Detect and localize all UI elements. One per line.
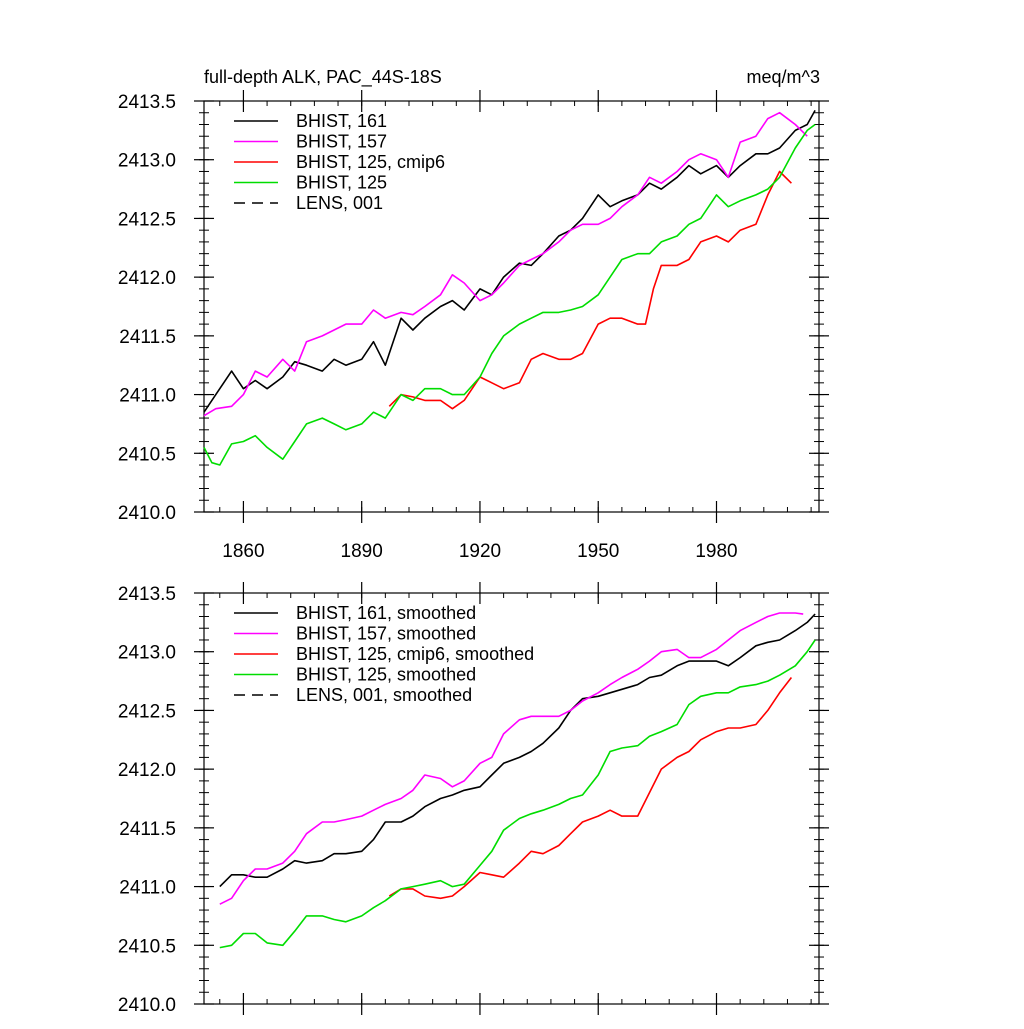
y-tick-label: 2410.0 [118,503,176,524]
y-tick-label: 2413.5 [118,584,176,605]
series-line-bhist-125-cmip6-smoothed [388,677,793,900]
series-line-bhist-125-cmip6 [388,170,792,410]
x-tick-label: 1860 [222,541,264,562]
plot-frame [203,592,820,1005]
y-tick-label: 2411.5 [119,819,176,840]
series-line-bhist-157-smoothed [219,612,804,905]
y-tick-label: 2411.5 [119,327,176,348]
y-tick-label: 2410.5 [118,444,176,465]
y-tick-label: 2412.0 [118,268,176,289]
y-tick-label: 2413.0 [118,151,176,172]
series-line-bhist-157 [203,111,808,417]
legend-label: BHIST, 157 [296,132,387,152]
legend-label: BHIST, 161, smoothed [296,603,476,623]
y-tick-label: 2413.5 [118,92,176,113]
x-tick-label: 1920 [459,541,501,562]
y-tick-label: 2411.0 [119,878,176,899]
legend-label: BHIST, 125, cmip6 [296,152,445,172]
units-label: meq/m^3 [747,67,820,87]
x-tick-label: 1950 [577,541,619,562]
y-tick-label: 2410.5 [118,936,176,957]
x-tick-label: 1890 [341,541,383,562]
series-line-bhist-161-smoothed [219,613,816,888]
figure-title: full-depth ALK, PAC_44S-18S [204,67,442,88]
legend-label: BHIST, 161 [296,111,387,131]
legend-label: BHIST, 125, smoothed [296,665,476,685]
legend-label: BHIST, 125, cmip6, smoothed [296,644,534,664]
y-tick-label: 2412.5 [118,701,176,722]
bottom-panel: 2410.0 2410.5 2411.0 2411.5 2412.0 2412.5 2413… [118,582,829,1016]
plot-frame [203,100,820,513]
x-tick-label: 1980 [695,541,737,562]
y-tick-label: 2413.0 [118,643,176,664]
legend-label: BHIST, 157, smoothed [296,624,476,644]
y-tick-label: 2410.0 [118,995,176,1016]
y-tick-label: 2412.5 [118,209,176,230]
y-tick-label: 2412.0 [118,760,176,781]
series-line-bhist-161 [203,110,816,413]
legend-label: BHIST, 125 [296,173,387,193]
top-panel: 1860 1890 1920 1950 1980 2410.0 2410.5 2411.0 24… [118,90,829,562]
series-line-bhist-125 [203,123,816,466]
legend-label: LENS, 001 [296,193,383,213]
series-line-bhist-125-smoothed [219,639,816,949]
y-tick-label: 2411.0 [119,386,176,407]
legend-label: LENS, 001, smoothed [296,685,472,705]
